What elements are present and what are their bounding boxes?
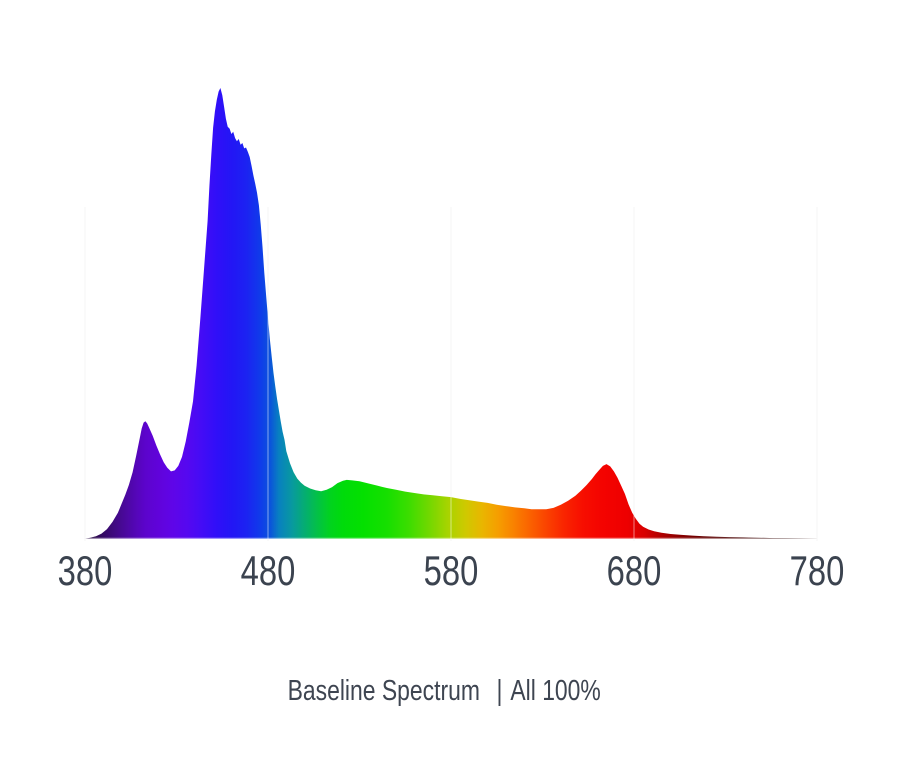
chart-caption-text: Baseline Spectrum | All 100%	[287, 675, 600, 708]
x-axis-tick-label: 580	[423, 547, 479, 594]
x-axis-tick-label: 680	[606, 547, 662, 594]
caption-detail: All 100%	[510, 675, 601, 707]
caption-main: Baseline Spectrum	[287, 675, 480, 707]
x-gridlines-over	[84, 207, 818, 541]
x-axis-tick-label: 380	[57, 547, 113, 594]
x-axis-tick-label: 780	[789, 547, 845, 594]
caption-separator: |	[496, 675, 503, 707]
chart-caption: Baseline Spectrum | All 100%	[0, 675, 888, 708]
x-axis-tick-label: 480	[240, 547, 296, 594]
